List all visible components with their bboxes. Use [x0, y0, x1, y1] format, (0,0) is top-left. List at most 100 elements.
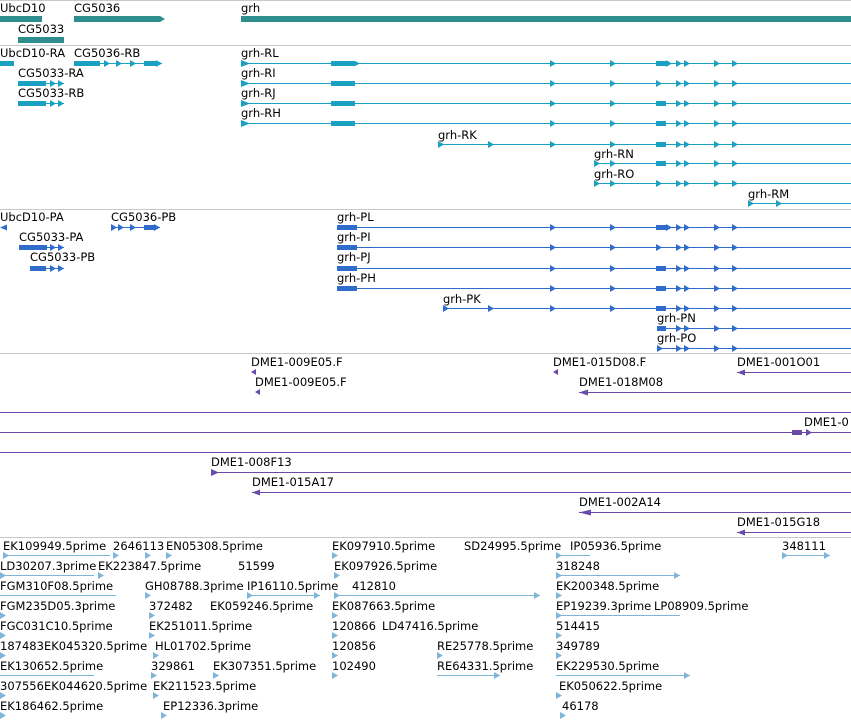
est-label: EK229530.5prime — [556, 659, 659, 673]
est-feature[interactable]: EK186462.5prime — [0, 699, 103, 719]
est-feature[interactable]: EK044620.5prime — [44, 679, 147, 693]
est-feature[interactable]: 318248 — [556, 559, 680, 579]
transcript-feature[interactable]: CG5033-RA — [18, 66, 84, 87]
est-feature[interactable]: 307556 — [0, 679, 44, 699]
est-feature[interactable]: 2646113 — [113, 539, 164, 559]
transcript-feature[interactable]: CG5033-PA — [19, 230, 84, 251]
est-feature[interactable]: IP16110.5prime — [247, 579, 338, 599]
est-feature[interactable]: LD30207.3prime — [0, 559, 96, 579]
est-feature[interactable]: 120866 — [332, 619, 376, 639]
transcript-feature[interactable]: grh-RM — [748, 187, 851, 207]
est-feature[interactable]: GH08788.3prime — [145, 579, 244, 599]
est-feature[interactable]: 46178 — [560, 699, 599, 719]
est-feature[interactable]: EP12336.3prime — [161, 699, 258, 719]
est-feature[interactable]: EK097910.5prime — [332, 539, 435, 559]
est-feature[interactable]: FGM235D05.3prime — [0, 599, 115, 619]
gene-feature[interactable]: grh — [241, 1, 851, 22]
est-feature[interactable]: LD47416.5prime — [382, 619, 478, 633]
est-label: EK050622.5prime — [559, 679, 662, 693]
transcript-feature[interactable]: UbcD10-RA — [0, 46, 65, 66]
transcript-feature[interactable]: grh-RH — [241, 106, 851, 127]
clone-feature[interactable]: DME1-008F13 — [211, 455, 851, 476]
transcript-feature[interactable]: CG5033-RB — [18, 86, 84, 107]
exon — [657, 326, 666, 331]
est-feature[interactable]: EK050622.5prime — [556, 679, 662, 699]
gene-feature[interactable]: CG5036 — [74, 1, 165, 22]
transcript-feature[interactable]: grh-PI — [337, 230, 851, 251]
exon-arrow — [610, 60, 616, 67]
gene-feature[interactable]: UbcD10 — [0, 1, 46, 22]
clone-feature[interactable]: DME1-015G18 — [737, 515, 851, 536]
est-feature[interactable]: FGC031C10.5prime — [0, 619, 113, 639]
transcript-feature[interactable]: CG5036-PB — [111, 210, 176, 231]
est-feature[interactable]: 412810 — [334, 579, 540, 599]
transcript-feature[interactable]: grh-PL — [337, 210, 851, 231]
est-label: EK045320.5prime — [44, 639, 147, 653]
est-feature[interactable]: EK087663.5prime — [332, 599, 435, 619]
transcript-feature[interactable]: grh-RO — [594, 167, 851, 187]
est-arrow — [556, 612, 562, 619]
gene-feature[interactable]: CG5033 — [18, 22, 64, 43]
est-feature[interactable]: 514415 — [556, 619, 600, 639]
est-feature[interactable]: 102490 — [332, 659, 376, 679]
est-feature[interactable]: HL01702.5prime — [153, 639, 251, 659]
est-feature[interactable]: 187483 — [0, 639, 44, 659]
clone-feature[interactable]: DME1-015D08.F — [553, 355, 646, 375]
clone-feature[interactable]: DME1-009E05.F — [255, 375, 347, 395]
est-feature[interactable]: EK045320.5prime — [44, 639, 147, 653]
est-feature[interactable]: EK307351.5prime — [213, 659, 316, 679]
est-feature[interactable]: LP08909.5prime — [654, 599, 748, 613]
exon-arrow — [714, 141, 720, 148]
transcript-feature[interactable]: grh-RL — [241, 46, 851, 67]
est-feature[interactable]: EK109949.5prime — [3, 539, 110, 559]
exon-arrow — [488, 141, 494, 148]
est-feature[interactable]: EK200348.5prime — [556, 579, 659, 599]
clone-feature[interactable]: DME1-018M08 — [579, 375, 851, 396]
clone-feature[interactable]: DME1-015A17 — [252, 475, 851, 496]
est-feature[interactable]: EK229530.5prime — [556, 659, 690, 679]
transcript-label: CG5033-PA — [19, 230, 84, 244]
est-feature[interactable]: RE25778.5prime — [437, 639, 533, 659]
est-feature[interactable]: 349789 — [556, 639, 600, 659]
est-feature[interactable]: EK130652.5prime — [0, 659, 103, 676]
est-feature[interactable]: RE64331.5prime — [437, 659, 533, 679]
transcript-feature[interactable]: grh-RJ — [241, 86, 851, 107]
exon-arrow — [550, 60, 556, 67]
est-feature[interactable]: EK059246.5prime — [210, 599, 313, 613]
transcript-feature[interactable]: grh-RK — [438, 128, 851, 148]
transcript-label: grh-PK — [443, 292, 481, 306]
est-feature[interactable]: EP19239.3prime — [556, 599, 680, 619]
est-feature[interactable]: 329861 — [151, 659, 195, 679]
est-feature[interactable]: 372482 — [149, 599, 193, 619]
transcript-feature[interactable]: CG5036-RB — [74, 46, 162, 67]
transcript-feature[interactable]: grh-RN — [594, 147, 851, 167]
transcript-feature[interactable]: grh-PK — [443, 292, 851, 312]
est-feature[interactable]: IP05936.5prime — [556, 539, 661, 559]
est-feature[interactable]: 120856 — [332, 639, 376, 659]
clone-feature[interactable]: DME1-0 — [0, 415, 851, 436]
transcript-feature[interactable]: grh-PN — [657, 311, 851, 332]
est-feature[interactable]: 51599 — [238, 559, 275, 573]
exon-arrow — [610, 244, 616, 251]
clone-feature[interactable]: DME1-002A14 — [579, 495, 851, 516]
est-feature[interactable]: EK211523.5prime — [153, 679, 256, 699]
clone-feature[interactable]: DME1-009E05.F — [251, 355, 343, 375]
est-feature[interactable]: EK223847.5prime — [98, 559, 201, 579]
est-feature[interactable]: 348111 — [782, 539, 830, 559]
est-arrow — [556, 552, 562, 559]
transcript-feature[interactable]: grh-PH — [337, 271, 851, 292]
est-feature[interactable]: FGM310F08.5prime — [0, 579, 116, 596]
clone-feature[interactable]: DME1-001O01 — [737, 355, 851, 376]
transcript-feature[interactable]: grh-PO — [657, 331, 851, 352]
transcript-feature[interactable]: CG5033-PB — [30, 250, 95, 272]
est-feature[interactable]: EK097926.5prime — [334, 559, 437, 579]
transcript-feature[interactable]: grh-PJ — [337, 250, 851, 272]
est-feature[interactable]: SD24995.5prime — [464, 539, 561, 553]
transcript-feature[interactable]: grh-RI — [241, 66, 851, 87]
est-feature[interactable]: EN05308.5prime — [166, 539, 263, 559]
exon-arrow — [732, 244, 738, 251]
transcript-feature[interactable]: UbcD10-PA — [0, 210, 64, 231]
est-feature[interactable]: EK251011.5prime — [149, 619, 252, 639]
